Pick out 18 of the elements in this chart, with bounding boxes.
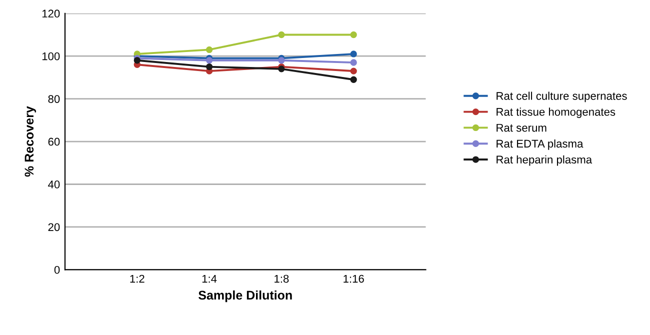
y-tick-label: 0 [54,266,60,274]
legend-label: Rat tissue homogenates [496,108,616,118]
legend-label: Rat heparin plasma [496,155,592,166]
legend-label: Rat serum [496,124,546,132]
y-tick-label: 80 [48,95,60,103]
y-tick-label: 120 [42,10,60,18]
x-tick-label: 1:4 [202,274,217,283]
legend-label: Rat EDTA plasma [496,139,584,150]
x-tick-label: 1:8 [274,274,289,283]
x-axis-title: Sample Dilution [198,290,292,302]
x-tick-label: 1:2 [130,274,144,283]
y-axis-title: % Recovery [24,106,36,177]
legend-label: Rat cell culture supernates [496,92,627,102]
y-tick-label: 100 [42,52,60,60]
y-tick-label: 40 [48,180,60,188]
y-tick-label: 60 [48,138,60,146]
x-tick-label: 1:16 [344,274,364,283]
y-tick-label: 20 [48,223,60,232]
